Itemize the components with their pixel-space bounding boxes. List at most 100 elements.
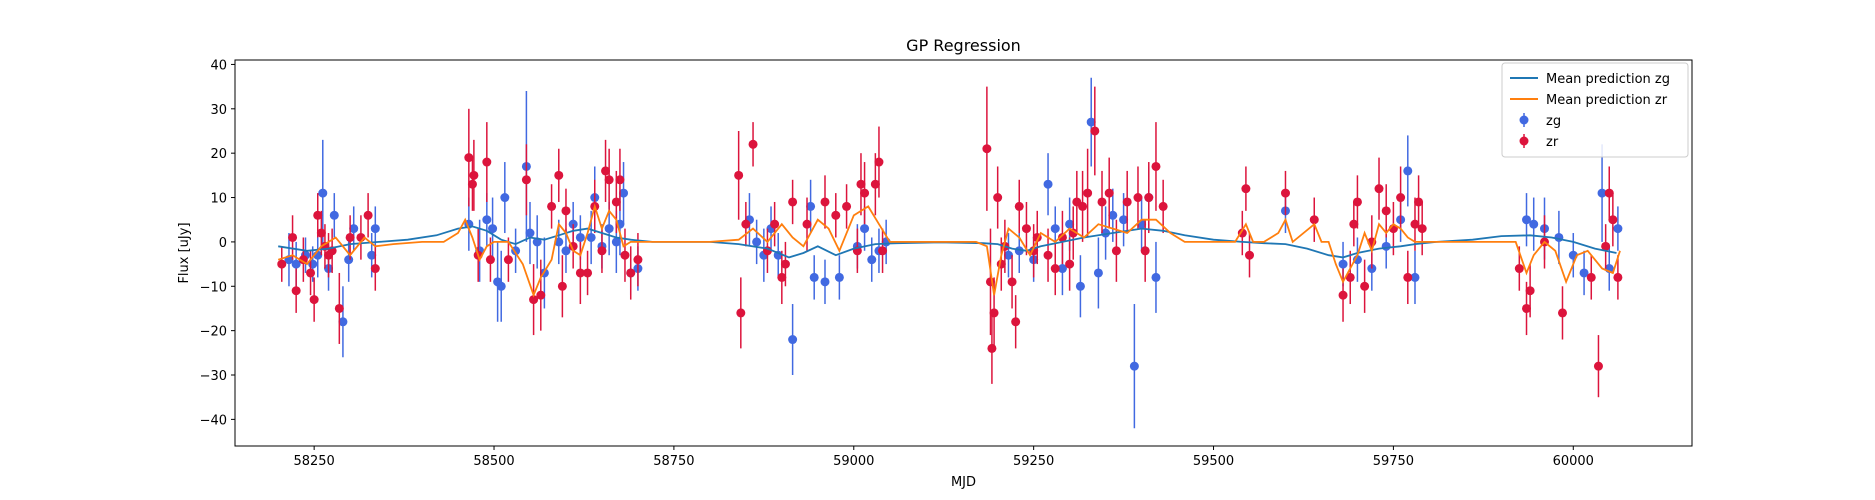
data-point [1083, 188, 1093, 198]
data-point [500, 193, 510, 203]
data-point [831, 210, 841, 220]
x-tick-label: 59750 [1373, 454, 1414, 469]
data-point [1104, 188, 1114, 198]
data-point [1007, 277, 1017, 287]
data-point [734, 170, 744, 180]
data-point [1050, 264, 1060, 274]
data-point [802, 219, 812, 229]
data-point [1140, 246, 1150, 256]
data-point [874, 157, 884, 167]
data-point [1043, 250, 1053, 260]
data-point [1014, 201, 1024, 211]
data-point [1525, 286, 1535, 296]
data-point [496, 281, 506, 291]
data-point [620, 250, 630, 260]
data-point [770, 219, 780, 229]
data-point [536, 290, 546, 300]
data-point [619, 188, 629, 198]
data-point [1097, 197, 1107, 207]
data-point [1374, 184, 1384, 194]
data-point [482, 215, 492, 225]
data-point [611, 237, 621, 247]
data-point [987, 343, 997, 353]
data-point [1086, 117, 1096, 127]
plot-content [277, 77, 1623, 429]
data-point [370, 224, 380, 234]
x-tick-label: 58250 [293, 454, 334, 469]
data-point [1345, 272, 1355, 282]
data-point [1601, 241, 1611, 251]
data-point [525, 228, 535, 238]
data-point [1075, 281, 1085, 291]
data-point [1417, 224, 1427, 234]
legend-marker-swatch [1519, 115, 1529, 125]
data-point [842, 201, 852, 211]
chart-title: GP Regression [906, 36, 1021, 55]
y-axis-label: Flux [uJy] [177, 222, 192, 283]
legend-label: Mean prediction zg [1546, 72, 1670, 87]
data-point [1093, 268, 1103, 278]
data-point [1410, 219, 1420, 229]
data-point [1613, 272, 1623, 282]
data-point [464, 153, 474, 163]
data-point [1021, 224, 1031, 234]
data-point [1613, 224, 1623, 234]
data-point [1043, 179, 1053, 189]
data-point [1604, 188, 1614, 198]
x-tick-label: 59000 [833, 454, 874, 469]
data-point [1241, 184, 1251, 194]
data-point [349, 224, 359, 234]
data-point [1111, 246, 1121, 256]
data-point [604, 175, 614, 185]
data-point [1349, 219, 1359, 229]
plot-area [277, 77, 1623, 429]
data-point [780, 259, 790, 269]
data-point [741, 219, 751, 229]
data-point [982, 144, 992, 154]
data-point [554, 170, 564, 180]
data-point [363, 210, 373, 220]
data-point [1078, 201, 1088, 211]
data-point [1338, 259, 1348, 269]
data-point [1065, 259, 1075, 269]
data-point [611, 197, 621, 207]
data-point [561, 246, 571, 256]
data-point [1090, 126, 1100, 136]
legend-marker-swatch [1519, 136, 1529, 146]
legend: Mean prediction zg Mean prediction zr zg zr [1501, 62, 1689, 158]
data-point [860, 188, 870, 198]
data-point [503, 255, 513, 265]
data-point [1410, 272, 1420, 282]
data-point [1057, 264, 1067, 274]
data-point [367, 250, 377, 260]
legend-box [1501, 62, 1689, 158]
plot-frame [234, 59, 1693, 447]
y-tick-label: −20 [200, 325, 227, 340]
data-point [583, 268, 593, 278]
data-point [1593, 361, 1603, 371]
legend-label: zr [1546, 135, 1559, 150]
data-point [736, 308, 746, 318]
data-point [867, 255, 877, 265]
data-point [1514, 264, 1524, 274]
data-point [521, 175, 531, 185]
data-point [1529, 219, 1539, 229]
data-point [1586, 272, 1596, 282]
data-point [561, 206, 571, 216]
data-point [777, 272, 787, 282]
data-point [1245, 250, 1255, 260]
data-point [1151, 161, 1161, 171]
y-tick-label: 20 [210, 147, 227, 162]
data-point [1381, 206, 1391, 216]
y-tick-label: 40 [210, 58, 227, 73]
y-tick-label: 30 [210, 103, 227, 118]
data-point [993, 193, 1003, 203]
x-tick-label: 58500 [473, 454, 514, 469]
data-point [752, 237, 762, 247]
data-point [1108, 210, 1118, 220]
data-point [575, 232, 585, 242]
data-point [482, 157, 492, 167]
data-point [809, 272, 819, 282]
data-point [1065, 219, 1075, 229]
